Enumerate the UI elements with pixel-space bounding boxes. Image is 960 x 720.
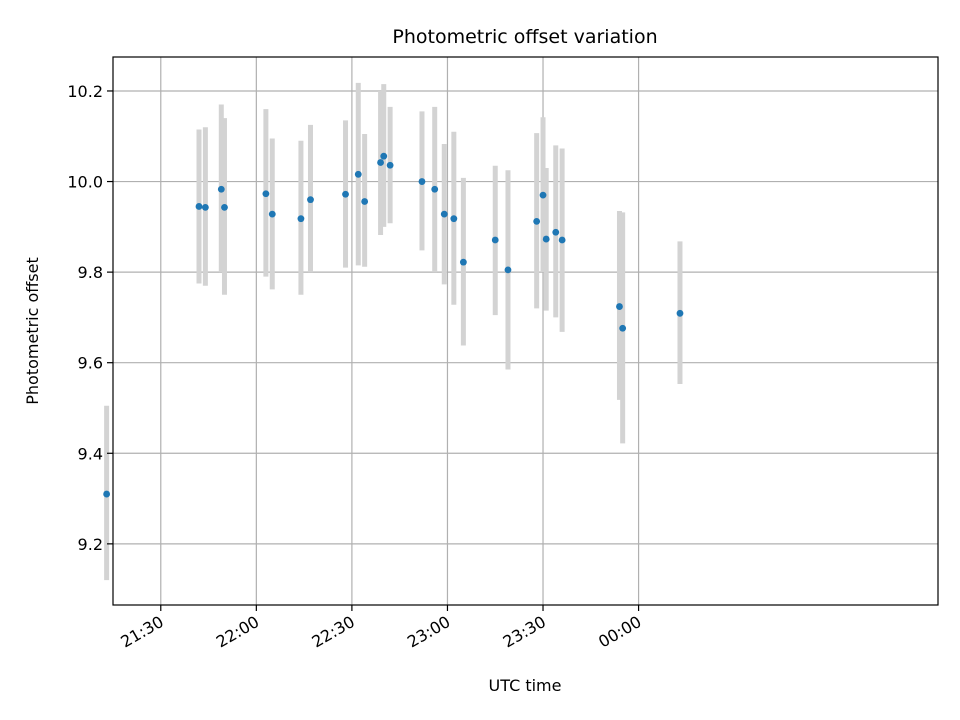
data-point (297, 215, 305, 223)
data-point (380, 152, 388, 160)
data-point (440, 210, 448, 218)
y-tick-label: 9.4 (78, 444, 103, 463)
data-point (201, 203, 209, 211)
data-point (542, 235, 550, 243)
data-point (552, 228, 560, 236)
data-point (431, 185, 439, 193)
y-tick-label: 10.2 (67, 82, 103, 101)
y-tick-label: 10.0 (67, 173, 103, 192)
data-point (450, 215, 458, 223)
data-point (619, 324, 627, 332)
error-bars (104, 82, 683, 581)
plot-frame (112, 56, 939, 606)
data-points (103, 152, 684, 498)
grid-lines (113, 57, 938, 605)
data-point (262, 190, 270, 198)
chart-title: Photometric offset variation (392, 26, 657, 48)
data-point (361, 198, 369, 205)
data-point (676, 309, 684, 317)
x-tick-label: 23:30 (500, 612, 549, 652)
data-point (342, 190, 349, 198)
x-tick-label: 00:00 (595, 612, 644, 652)
data-point (377, 159, 384, 166)
data-point (539, 191, 547, 199)
y-tick-label: 9.2 (78, 535, 103, 554)
data-point (307, 196, 314, 204)
y-tick-label: 9.8 (78, 263, 103, 282)
data-point (103, 490, 111, 498)
data-point (504, 266, 512, 274)
data-point (217, 185, 225, 193)
x-tick-label: 23:00 (404, 612, 453, 652)
x-axis-title: UTC time (489, 676, 562, 695)
data-point (558, 236, 566, 244)
data-point (616, 303, 623, 310)
data-point (491, 236, 499, 244)
y-axis-title: Photometric offset (23, 257, 42, 405)
data-point (221, 203, 228, 211)
data-point (418, 178, 426, 185)
x-tick-label: 22:00 (213, 612, 262, 652)
x-tick-label: 22:30 (308, 612, 357, 652)
x-tick-label: 21:30 (117, 612, 166, 652)
data-point (354, 170, 362, 178)
data-point (386, 161, 394, 169)
data-point (268, 210, 276, 218)
data-point (195, 203, 203, 210)
data-point (459, 258, 467, 266)
y-tick-label: 9.6 (78, 354, 103, 373)
data-point (533, 218, 541, 225)
